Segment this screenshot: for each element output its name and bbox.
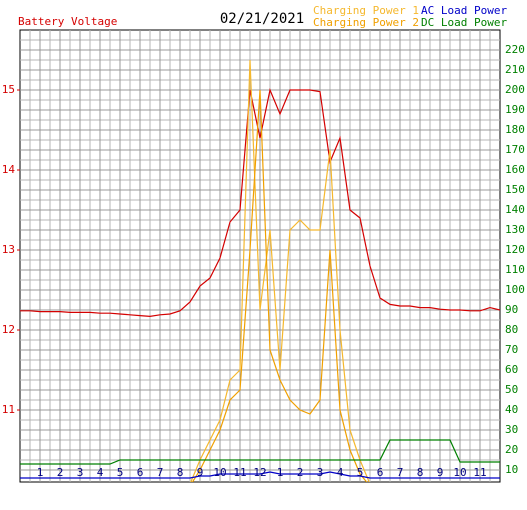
y2-tick-label: 140 [505,203,525,216]
y2-tick-label: 160 [505,163,525,176]
legend-entry: DC Load Power [421,16,507,29]
x-tick-label: 7 [157,466,164,479]
x-tick-label: 9 [437,466,444,479]
lines [20,59,500,482]
y-tick-label: 12 [2,323,15,336]
x-tick-label: 5 [357,466,364,479]
y2-tick-label: 60 [505,363,518,376]
x-tick-label: 5 [117,466,124,479]
x-tick-label: 12 [253,466,266,479]
y2-tick-label: 100 [505,283,525,296]
y2-tick-label: 40 [505,403,518,416]
series-line [20,439,500,465]
y2-tick-label: 30 [505,423,518,436]
y2-tick-label: 110 [505,263,525,276]
x-tick-label: 9 [197,466,204,479]
series-line [191,89,368,482]
x-tick-label: 8 [177,466,184,479]
y2-tick-label: 20 [505,443,518,456]
y2-tick-label: 180 [505,123,525,136]
chart-title: Battery Voltage [18,15,117,28]
series-line [20,471,500,479]
legend-entry: Charging Power 1 [313,4,419,17]
legend-entry: Charging Power 2 [313,16,419,29]
series-line [20,87,500,318]
date: 02/21/2021 [220,11,304,27]
x-tick-label: 7 [397,466,404,479]
y2-tick-label: 190 [505,103,525,116]
x-tick-label: 11 [473,466,486,479]
x-tick-label: 4 [337,466,344,479]
x-tick-label: 3 [317,466,324,479]
x-tick-label: 1 [37,466,44,479]
x-tick-label: 2 [297,466,304,479]
y-tick-label: 15 [2,83,15,96]
y2-tick-label: 220 [505,43,525,56]
y2-tick-label: 120 [505,243,525,256]
labels: 1 2 3 4 5 6 7 8 9 10 11 12 1 2 3 4 5 6 7 8 9 10 11111213141510… [2,4,525,479]
y2-tick-label: 90 [505,303,518,316]
x-tick-label: 11 [233,466,246,479]
x-tick-label: 10 [213,466,226,479]
x-tick-label: 1 [277,466,284,479]
legend-entry: AC Load Power [421,4,507,17]
y2-tick-label: 50 [505,383,518,396]
y2-tick-label: 210 [505,63,525,76]
y2-tick-label: 10 [505,463,518,476]
x-tick-label: 6 [137,466,144,479]
x-tick-label: 10 [453,466,466,479]
series-line [190,59,370,482]
x-tick-label: 4 [97,466,104,479]
y2-tick-label: 200 [505,83,525,96]
y-tick-label: 14 [2,163,16,176]
y2-tick-label: 130 [505,223,525,236]
x-tick-label: 8 [417,466,424,479]
x-tick-label: 3 [77,466,84,479]
y2-tick-label: 150 [505,183,525,196]
y-tick-label: 11 [2,403,15,416]
y2-tick-label: 80 [505,323,518,336]
grid [17,30,500,482]
y2-tick-label: 70 [505,343,518,356]
x-tick-label: 2 [57,466,64,479]
x-tick-label: 6 [377,466,384,479]
y2-tick-label: 170 [505,143,525,156]
y-tick-label: 13 [2,243,15,256]
